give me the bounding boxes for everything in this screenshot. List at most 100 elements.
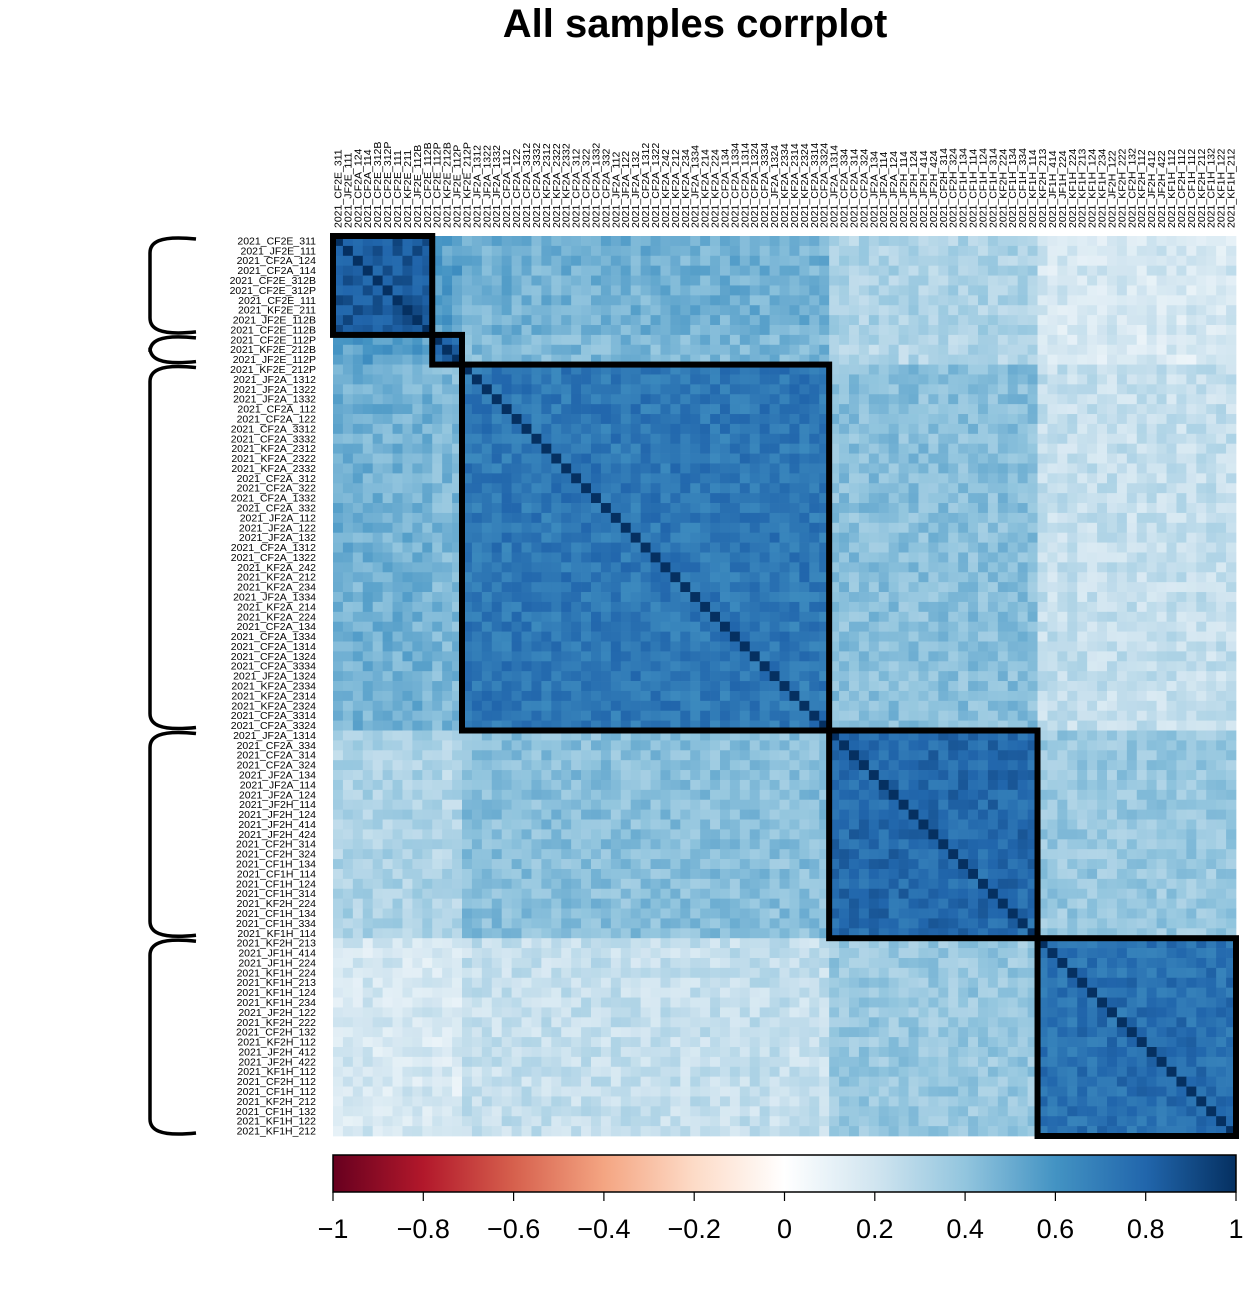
heatmap-cell [620,305,632,316]
heatmap-cell [779,740,790,751]
heatmap-cell [442,710,453,721]
heatmap-cell [392,275,403,286]
heatmap-cell [769,601,780,613]
heatmap-cell [918,463,929,474]
heatmap-cell [541,414,552,425]
heatmap-cell [362,443,374,454]
row-label: 2021_CF2A_324 [237,760,317,772]
heatmap-cell [690,344,701,356]
heatmap-cell [1116,275,1128,286]
heatmap-cell [928,750,939,761]
heatmap-cell [342,601,354,613]
heatmap-cell [680,433,691,445]
heatmap-cell [987,265,999,276]
heatmap-cell [610,661,622,672]
heatmap-cell [799,305,810,316]
heatmap-cell [412,423,423,435]
heatmap-cell [531,483,542,494]
heatmap-cell [1037,255,1048,267]
heatmap-cell [561,671,572,682]
heatmap-cell [1077,443,1088,454]
heatmap-cell [710,720,721,731]
heatmap-cell [541,651,552,662]
heatmap-cell [799,592,810,603]
heatmap-cell [432,275,443,286]
heatmap-cell [710,364,721,375]
heatmap-cell [541,473,552,484]
heatmap-cell [1116,671,1128,682]
heatmap-cell [749,374,761,385]
heatmap-cell [968,621,979,632]
heatmap-cell [382,295,393,306]
heatmap-cell [789,690,800,702]
heatmap-cell [858,394,870,405]
heatmap-cell [829,453,840,464]
heatmap-cell [521,423,532,435]
heatmap-cell [1097,740,1108,751]
heatmap-cell [888,255,899,267]
heatmap-cell [839,552,850,563]
heatmap-cell [660,354,671,365]
heatmap-cell [561,641,572,652]
heatmap-cell [700,483,711,494]
heatmap-cell [1166,681,1177,692]
heatmap-cell [452,611,463,623]
heatmap-cell [1007,325,1019,336]
heatmap-cell [987,305,999,316]
heatmap-cell [591,582,602,593]
heatmap-cell [1037,572,1048,583]
heatmap-cell [948,443,959,454]
heatmap-cell [1027,700,1038,712]
heatmap-cell [710,394,721,405]
heatmap-cell [1067,414,1078,425]
heatmap-cell [1126,473,1138,484]
heatmap-cell [551,315,562,326]
heatmap-cell [1116,334,1128,346]
heatmap-cell [561,552,572,563]
heatmap-cell [997,483,1009,494]
heatmap-cell [531,572,542,583]
heatmap-cell [789,532,800,543]
heatmap-cell [739,295,751,306]
heatmap-cell [432,552,443,563]
heatmap-cell [1077,710,1088,721]
heatmap-cell [531,245,542,257]
heatmap-cell [829,275,840,286]
heatmap-cell [1216,730,1227,741]
heatmap-cell [888,493,899,504]
heatmap-cell [412,592,423,603]
heatmap-cell [333,285,344,296]
heatmap-cell [571,275,582,286]
heatmap-cell [581,443,592,454]
heatmap-cell [541,374,552,385]
heatmap-cell [1107,690,1118,702]
heatmap-cell [987,730,999,741]
heatmap-cell [491,601,503,613]
heatmap-cell [670,364,681,375]
heatmap-cell [610,384,622,395]
heatmap-cell [660,512,671,524]
heatmap-cell [1216,582,1227,593]
heatmap-cell [729,503,741,514]
row-label: 2021_KF2A_224 [237,611,316,623]
heatmap-cell [1176,255,1187,267]
heatmap-cell [1087,334,1098,346]
heatmap-cell [978,483,989,494]
heatmap-cell [720,265,731,276]
heatmap-cell [442,641,453,652]
heatmap-cell [1216,601,1227,613]
heatmap-cell [1037,473,1048,484]
heatmap-cell [610,295,622,306]
heatmap-cell [1116,740,1128,751]
row-label: 2021_CF2H_324 [236,849,316,861]
heatmap-cell [432,542,443,553]
heatmap-cell [541,364,552,375]
heatmap-cell [1216,473,1227,484]
heatmap-cell [789,611,800,623]
heatmap-cell [700,700,711,712]
heatmap-cell [1186,463,1197,474]
row-label: 2021_CF2E_112B [230,324,316,336]
heatmap-cell [819,542,830,553]
heatmap-cell [1107,285,1118,296]
heatmap-cell [442,503,453,514]
